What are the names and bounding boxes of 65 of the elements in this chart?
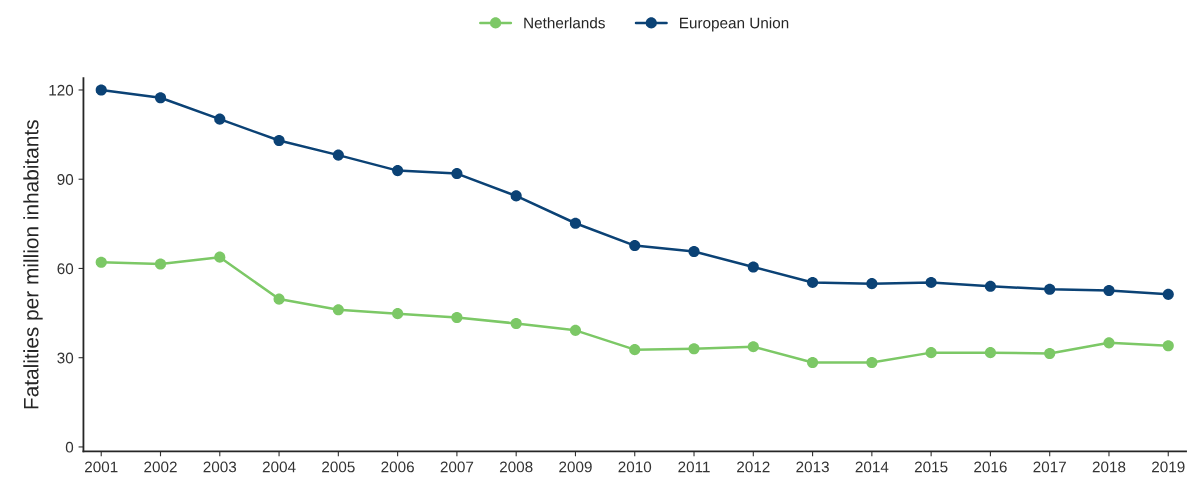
x-tick-label: 2010 (618, 461, 652, 473)
x-tick-label: 2018 (1092, 461, 1126, 473)
point (510, 190, 522, 202)
x-tick-label: 2004 (262, 461, 296, 473)
point (1103, 337, 1115, 349)
point (273, 134, 285, 147)
point (332, 304, 344, 316)
point (154, 258, 167, 270)
point (807, 276, 819, 288)
x-tick-label: 2014 (855, 461, 889, 473)
point (688, 245, 700, 258)
point (925, 276, 937, 288)
y-tick-label: 90 (57, 174, 74, 185)
x-tick-label: 2003 (203, 461, 237, 473)
point (1044, 347, 1056, 360)
point (569, 217, 582, 229)
x-tick-label: 2015 (914, 461, 948, 473)
x-tick-label: 2012 (737, 461, 770, 473)
y-tick-label: 60 (57, 263, 74, 275)
point (1162, 340, 1174, 352)
y-tick-label: 30 (57, 352, 74, 364)
point (95, 84, 107, 96)
legend-label: Netherlands (524, 17, 605, 29)
point (451, 168, 463, 180)
point (984, 347, 996, 359)
point (747, 341, 759, 353)
y-tick-label: 0 (65, 441, 74, 453)
x-tick-label: 2001 (85, 461, 118, 473)
point (629, 344, 641, 356)
point (451, 311, 463, 324)
point (214, 113, 226, 125)
point (392, 165, 404, 177)
x-tick-label: 2016 (974, 461, 1007, 473)
point (154, 92, 167, 104)
legend-label: European Union (680, 17, 789, 32)
x-tick-label: 2017 (1033, 461, 1066, 473)
point (569, 324, 582, 336)
point (510, 317, 522, 330)
point (807, 356, 819, 369)
point (1044, 283, 1056, 295)
y-axis-title: Fatalities per million inhabitants (23, 120, 43, 409)
x-tick-label: 2009 (559, 461, 592, 473)
x-tick-label: 2019 (1152, 461, 1185, 473)
x-tick-label: 2005 (322, 461, 355, 473)
x-tick-label: 2002 (144, 461, 177, 473)
point (688, 343, 700, 355)
point (273, 293, 285, 305)
x-tick-label: 2008 (499, 461, 533, 473)
point (747, 261, 759, 273)
point (332, 149, 344, 161)
point (1103, 284, 1115, 297)
point (925, 347, 937, 359)
point (629, 240, 641, 252)
point (866, 356, 878, 369)
point (1162, 288, 1174, 300)
point (95, 256, 107, 268)
point (866, 278, 878, 290)
point (392, 308, 404, 320)
point (214, 251, 226, 263)
x-tick-label: 2011 (678, 461, 710, 473)
x-tick-label: 2007 (440, 461, 474, 473)
y-tick-label: 120 (49, 84, 74, 96)
x-tick-label: 2006 (381, 461, 414, 473)
x-tick-label: 2013 (796, 461, 829, 473)
point (984, 280, 996, 292)
